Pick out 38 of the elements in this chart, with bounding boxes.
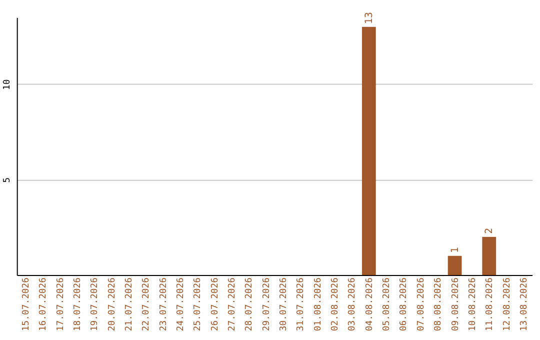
x-tick-label: 01.08.2026 [313,277,324,332]
x-tick-label: 19.07.2026 [90,277,100,332]
x-tick-label: 06.08.2026 [399,277,410,332]
x-tick-label: 24.07.2026 [176,277,186,332]
x-tick-label: 03.08.2026 [348,277,358,332]
y-tick-label: 5 [2,177,12,183]
x-tick-label: 29.07.2026 [262,277,272,332]
x-tick-label: 22.07.2026 [142,277,152,332]
x-tick-label: 13.08.2026 [519,277,530,332]
x-tick-label: 10.08.2026 [468,277,478,332]
bar [448,256,462,276]
x-tick-label: 16.07.2026 [38,277,49,332]
x-tick-label: 07.08.2026 [416,277,426,332]
x-tick-label: 23.07.2026 [158,277,169,332]
y-tick-label: 10 [2,79,12,90]
data-label: 1 [450,246,461,253]
x-tick-label: 11.08.2026 [485,277,496,332]
x-tick-label: 08.08.2026 [434,277,444,332]
data-label: 2 [484,228,496,234]
x-tick-label: 09.08.2026 [450,277,461,332]
x-tick-label: 25.07.2026 [193,277,204,332]
x-tick-label: 17.07.2026 [56,277,66,332]
x-tick-label: 21.07.2026 [124,277,134,332]
x-tick-label: 02.08.2026 [330,277,341,332]
data-label: 13 [364,12,375,24]
x-tick-label: 15.07.2026 [21,277,32,332]
x-tick-label: 27.07.2026 [227,277,238,332]
x-tick-label: 28.07.2026 [244,277,255,332]
x-tick-label: 30.07.2026 [279,277,290,332]
x-tick-label: 26.07.2026 [210,277,220,332]
x-tick-label: 12.08.2026 [502,277,512,332]
x-tick-label: 31.07.2026 [296,277,306,332]
x-tick-label: 20.07.2026 [107,277,118,332]
x-tick-label: 04.08.2026 [364,277,375,332]
x-tick-label: 18.07.2026 [72,277,83,332]
bar [362,26,376,276]
x-tick-label: 05.08.2026 [382,277,392,332]
bar [482,236,496,276]
